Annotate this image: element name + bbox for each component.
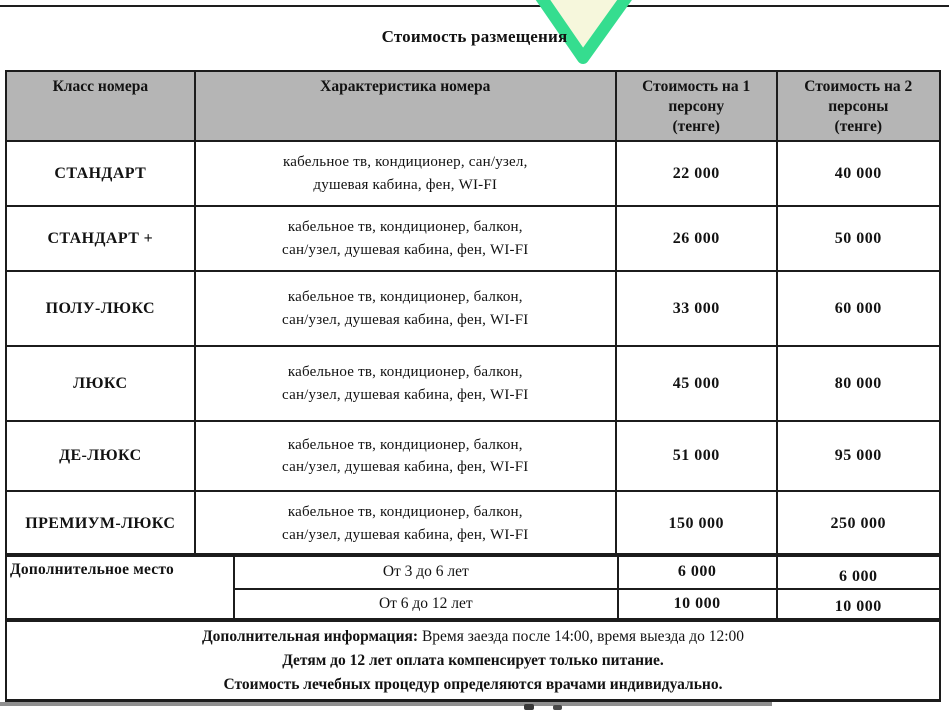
additional-info-box: Дополнительная информация: Время заезда … — [5, 620, 941, 702]
price-1-person: 45 000 — [614, 345, 778, 422]
additional-place-label: Дополнительное место — [5, 553, 235, 620]
page-title: Стоимость размещения — [381, 27, 568, 46]
price-2-persons: 60 000 — [775, 270, 942, 347]
price-1-person: 150 000 — [614, 490, 778, 557]
table-row: СТАНДАРТ кабельное тв, кондиционер, сан/… — [5, 140, 942, 207]
room-class: ДЕ-ЛЮКС — [5, 420, 196, 492]
header-room-features: Характеристика номера — [193, 70, 617, 142]
info-checkin-text: Время заезда после 14:00, время выезда д… — [418, 628, 745, 645]
price-2-persons: 95 000 — [775, 420, 942, 492]
age-range: От 3 до 6 лет — [232, 553, 619, 590]
room-features: кабельное тв, кондиционер, балкон, сан/у… — [193, 490, 617, 557]
price-2-persons: 40 000 — [775, 140, 942, 207]
additional-place-table: Дополнительное место От 3 до 6 лет 6 000… — [5, 553, 942, 620]
price-1-person: 22 000 — [614, 140, 778, 207]
header-room-class: Класс номера — [5, 70, 196, 142]
price-1-person: 10 000 — [616, 588, 778, 620]
table-header-row: Класс номера Характеристика номера Стоим… — [5, 70, 942, 142]
info-line-procedures: Стоимость лечебных процедур определяются… — [223, 676, 723, 694]
price-1-person: 51 000 — [614, 420, 778, 492]
clipped-footer-text-artifact — [524, 704, 534, 710]
price-2-persons: 10 000 — [775, 588, 942, 620]
table-row: ДЕ-ЛЮКС кабельное тв, кондиционер, балко… — [5, 420, 942, 492]
price-2-persons: 250 000 — [775, 490, 942, 557]
price-1-person: 26 000 — [614, 205, 778, 272]
price-1-person: 6 000 — [616, 553, 778, 590]
room-class: ЛЮКС — [5, 345, 196, 422]
table-row: СТАНДАРТ + кабельное тв, кондиционер, ба… — [5, 205, 942, 272]
info-label: Дополнительная информация: — [201, 628, 419, 645]
table-row: Дополнительное место От 3 до 6 лет 6 000… — [5, 553, 942, 620]
info-line-checkin: Дополнительная информация: Время заезда … — [7, 625, 939, 649]
room-features: кабельное тв, кондиционер, балкон, сан/у… — [193, 345, 617, 422]
room-class: ПРЕМИУМ-ЛЮКС — [5, 490, 196, 557]
room-features: кабельное тв, кондиционер, сан/узел, душ… — [193, 140, 617, 207]
bottom-page-edge — [0, 702, 772, 706]
table-row: ЛЮКС кабельное тв, кондиционер, балкон, … — [5, 345, 942, 422]
header-price-2-persons: Стоимость на 2 персоны (тенге) — [775, 70, 942, 142]
room-features: кабельное тв, кондиционер, балкон, сан/у… — [193, 205, 617, 272]
price-2-persons: 50 000 — [775, 205, 942, 272]
down-arrow-icon — [535, 0, 632, 64]
room-class: СТАНДАРТ + — [5, 205, 196, 272]
table-row: От 6 до 12 лет 10 000 10 000 — [6, 588, 942, 620]
clipped-footer-text-artifact — [553, 705, 562, 710]
room-features: кабельное тв, кондиционер, балкон, сан/у… — [193, 420, 617, 492]
price-1-person: 33 000 — [614, 270, 778, 347]
price-2-persons: 80 000 — [775, 345, 942, 422]
room-class: СТАНДАРТ — [5, 140, 196, 207]
header-price-1-person: Стоимость на 1 персону (тенге) — [614, 70, 778, 142]
table-row: ПРЕМИУМ-ЛЮКС кабельное тв, кондиционер, … — [5, 490, 942, 557]
room-class: ПОЛУ-ЛЮКС — [5, 270, 196, 347]
price-2-persons: 6 000 — [775, 553, 942, 590]
page-divider-line — [0, 5, 949, 7]
age-range: От 6 до 12 лет — [232, 588, 619, 620]
info-line-children: Детям до 12 лет оплата компенсирует толь… — [282, 652, 664, 670]
room-features: кабельное тв, кондиционер, балкон, сан/у… — [193, 270, 617, 347]
table-row: ПОЛУ-ЛЮКС кабельное тв, кондиционер, бал… — [5, 270, 942, 347]
pricing-table: Класс номера Характеристика номера Стоим… — [5, 70, 942, 557]
